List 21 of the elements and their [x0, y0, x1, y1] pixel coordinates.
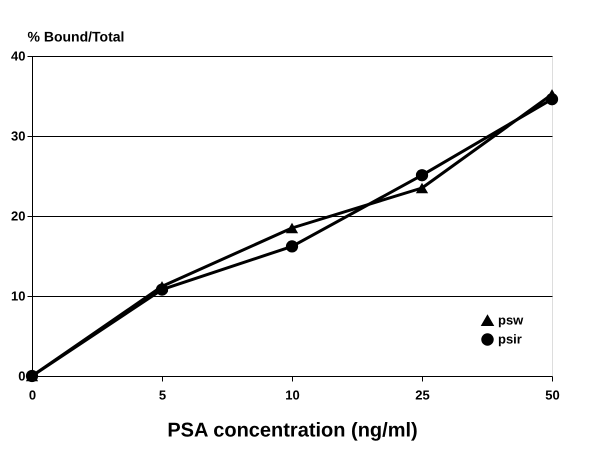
point [286, 240, 298, 253]
y-axis-title: % Bound/Total [28, 28, 124, 44]
x-tick-label: 25 [415, 388, 430, 402]
x-tick-label: 50 [545, 388, 560, 402]
point [416, 182, 428, 194]
y-tick-label: 30 [11, 128, 26, 144]
y-tick-label: 20 [11, 208, 26, 224]
point [26, 370, 38, 382]
point [546, 93, 558, 106]
y-tick-label: 10 [11, 288, 26, 304]
point [416, 169, 428, 182]
point [286, 222, 298, 234]
y-tick-label: 0 [18, 368, 26, 384]
x-tick-label: 5 [158, 388, 166, 402]
legend-label: psw [498, 312, 524, 328]
y-tick-label: 40 [11, 48, 26, 64]
x-axis-title: PSA concentration (ng/ml) [167, 420, 418, 442]
x-tick-label: 10 [285, 388, 300, 402]
legend-label: psir [498, 332, 522, 346]
point [156, 283, 168, 296]
x-tick-label: 0 [28, 388, 36, 402]
